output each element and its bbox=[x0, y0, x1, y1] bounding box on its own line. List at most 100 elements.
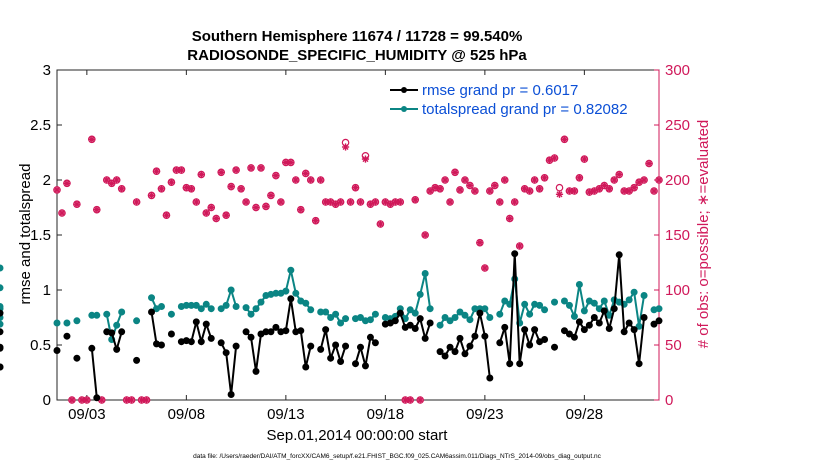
obs-evaluated-point bbox=[580, 155, 588, 163]
obs-evaluated-point bbox=[531, 176, 539, 184]
series-totalspread bbox=[0, 264, 663, 344]
rmse-point bbox=[565, 330, 573, 338]
totalspread-point bbox=[456, 308, 464, 316]
rmse-point bbox=[560, 327, 568, 335]
totalspread-point bbox=[580, 307, 588, 315]
rmse-point bbox=[511, 250, 519, 258]
x-axis: 09/03 09/08 09/13 09/18 09/23 09/28 bbox=[68, 70, 603, 423]
obs-evaluated-point bbox=[73, 200, 81, 208]
totalspread-point bbox=[426, 305, 434, 313]
rmse-point bbox=[630, 326, 638, 334]
y-right-tick-label: 250 bbox=[665, 117, 690, 134]
rmse-point bbox=[541, 336, 549, 343]
series-obs-evaluated bbox=[53, 135, 663, 404]
rmse-point bbox=[391, 317, 399, 325]
obs-evaluated-point bbox=[570, 187, 579, 195]
rmse-point bbox=[655, 317, 663, 325]
totalspread-point bbox=[222, 301, 230, 309]
y-left-tick-label: 1 bbox=[43, 282, 51, 299]
legend: rmse grand pr = 0.6017 totalspread grand … bbox=[385, 80, 655, 120]
rmse-point bbox=[481, 332, 489, 340]
obs-evaluated-point bbox=[496, 198, 504, 206]
legend-marker bbox=[401, 87, 407, 93]
obs-evaluated-point bbox=[162, 211, 171, 219]
y-axis-left-label: rmse and totalspread bbox=[17, 164, 34, 305]
obs-evaluated-point bbox=[307, 176, 315, 184]
rmse-point bbox=[317, 345, 325, 353]
rmse-point bbox=[227, 391, 235, 398]
y-right-tick-label: 100 bbox=[665, 282, 690, 299]
y-axis-right-label: # of obs: o=possible; ∗=evaluated bbox=[695, 120, 712, 349]
totalspread-point bbox=[635, 322, 643, 330]
x-axis-label: Sep.01,2014 00:00:00 start bbox=[267, 427, 449, 444]
obs-evaluated-point bbox=[501, 176, 509, 184]
x-tick-label: 09/03 bbox=[68, 406, 106, 423]
rmse-point bbox=[446, 343, 454, 351]
rmse-point bbox=[456, 334, 464, 342]
obs-evaluated-point bbox=[605, 185, 613, 193]
obs-evaluated-point bbox=[361, 155, 370, 163]
y-axis-right: 0 50 100 150 200 250 300 bbox=[654, 62, 690, 409]
totalspread-point bbox=[421, 270, 429, 277]
totalspread-point bbox=[118, 308, 126, 316]
rmse-point bbox=[307, 342, 315, 350]
data-file-footnote: data file: /Users/raeder/DAI/ATM_forcXX/… bbox=[193, 453, 602, 460]
obs-evaluated-point bbox=[247, 164, 255, 172]
chart-title-line-1: Southern Hemisphere 11674 / 11728 = 99.5… bbox=[192, 28, 523, 45]
totalspread-point bbox=[282, 287, 290, 295]
rmse-point bbox=[337, 358, 345, 365]
x-tick-label: 09/28 bbox=[566, 406, 604, 423]
y-axis-left: 0 0.5 1 1.5 2 2.5 3 bbox=[30, 62, 62, 409]
rmse-point bbox=[332, 341, 340, 349]
rmse-point bbox=[247, 333, 255, 341]
obs-evaluated-point bbox=[600, 181, 608, 190]
rmse-point bbox=[421, 334, 429, 342]
totalspread-point bbox=[73, 317, 81, 325]
totalspread-point bbox=[197, 305, 205, 313]
obs-evaluated-point bbox=[103, 176, 111, 184]
obs-evaluated-point bbox=[550, 154, 559, 162]
totalspread-point bbox=[436, 321, 444, 329]
obs-evaluated-point bbox=[456, 186, 464, 194]
totalspread-point bbox=[575, 281, 583, 288]
obs-evaluated-point bbox=[177, 166, 185, 174]
obs-evaluated-point bbox=[371, 198, 380, 206]
obs-evaluated-point bbox=[446, 198, 454, 206]
obs-evaluated-point bbox=[645, 159, 653, 168]
obs-evaluated-point bbox=[436, 185, 444, 193]
rmse-point bbox=[570, 333, 578, 341]
rmse-point bbox=[232, 342, 240, 350]
series-rmse bbox=[0, 250, 663, 402]
obs-evaluated-point bbox=[317, 176, 325, 184]
totalspread-point bbox=[342, 315, 350, 323]
rmse-point bbox=[192, 318, 200, 326]
rmse-point bbox=[366, 333, 374, 341]
rmse-point bbox=[476, 309, 484, 317]
obs-evaluated-point bbox=[152, 167, 161, 175]
obs-evaluated-point bbox=[128, 396, 136, 404]
totalspread-point bbox=[113, 321, 121, 329]
rmse-point bbox=[436, 348, 444, 356]
totalspread-point bbox=[202, 300, 210, 308]
totalspread-point bbox=[322, 308, 330, 316]
rmse-point bbox=[267, 328, 275, 336]
obs-evaluated-point bbox=[565, 187, 574, 195]
rmse-point bbox=[396, 309, 404, 317]
rmse-point bbox=[516, 360, 524, 368]
y-right-tick-label: 200 bbox=[665, 172, 690, 189]
rmse-point bbox=[217, 339, 225, 347]
obs-evaluated-point bbox=[426, 187, 434, 195]
chart-title-line-2: RADIOSONDE_SPECIFIC_HUMIDITY @ 525 hPa bbox=[187, 47, 527, 64]
rmse-point bbox=[356, 343, 364, 351]
legend-marker bbox=[401, 106, 407, 112]
x-tick-label: 09/13 bbox=[267, 406, 305, 423]
rmse-point bbox=[605, 325, 613, 332]
obs-evaluated-point bbox=[93, 206, 101, 214]
rmse-point bbox=[118, 328, 126, 336]
rmse-point bbox=[297, 327, 305, 335]
totalspread-point bbox=[207, 305, 215, 313]
totalspread-point bbox=[103, 310, 111, 318]
obs-evaluated-point bbox=[486, 187, 494, 195]
y-right-tick-label: 300 bbox=[665, 62, 690, 79]
totalspread-point bbox=[53, 319, 61, 327]
